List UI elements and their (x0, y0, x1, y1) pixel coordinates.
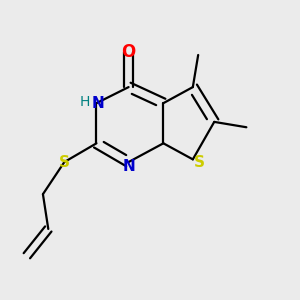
Text: S: S (59, 154, 70, 169)
Text: S: S (194, 154, 205, 169)
Text: O: O (122, 43, 136, 61)
Text: H: H (79, 95, 90, 109)
Text: N: N (92, 96, 104, 111)
Text: N: N (122, 159, 135, 174)
